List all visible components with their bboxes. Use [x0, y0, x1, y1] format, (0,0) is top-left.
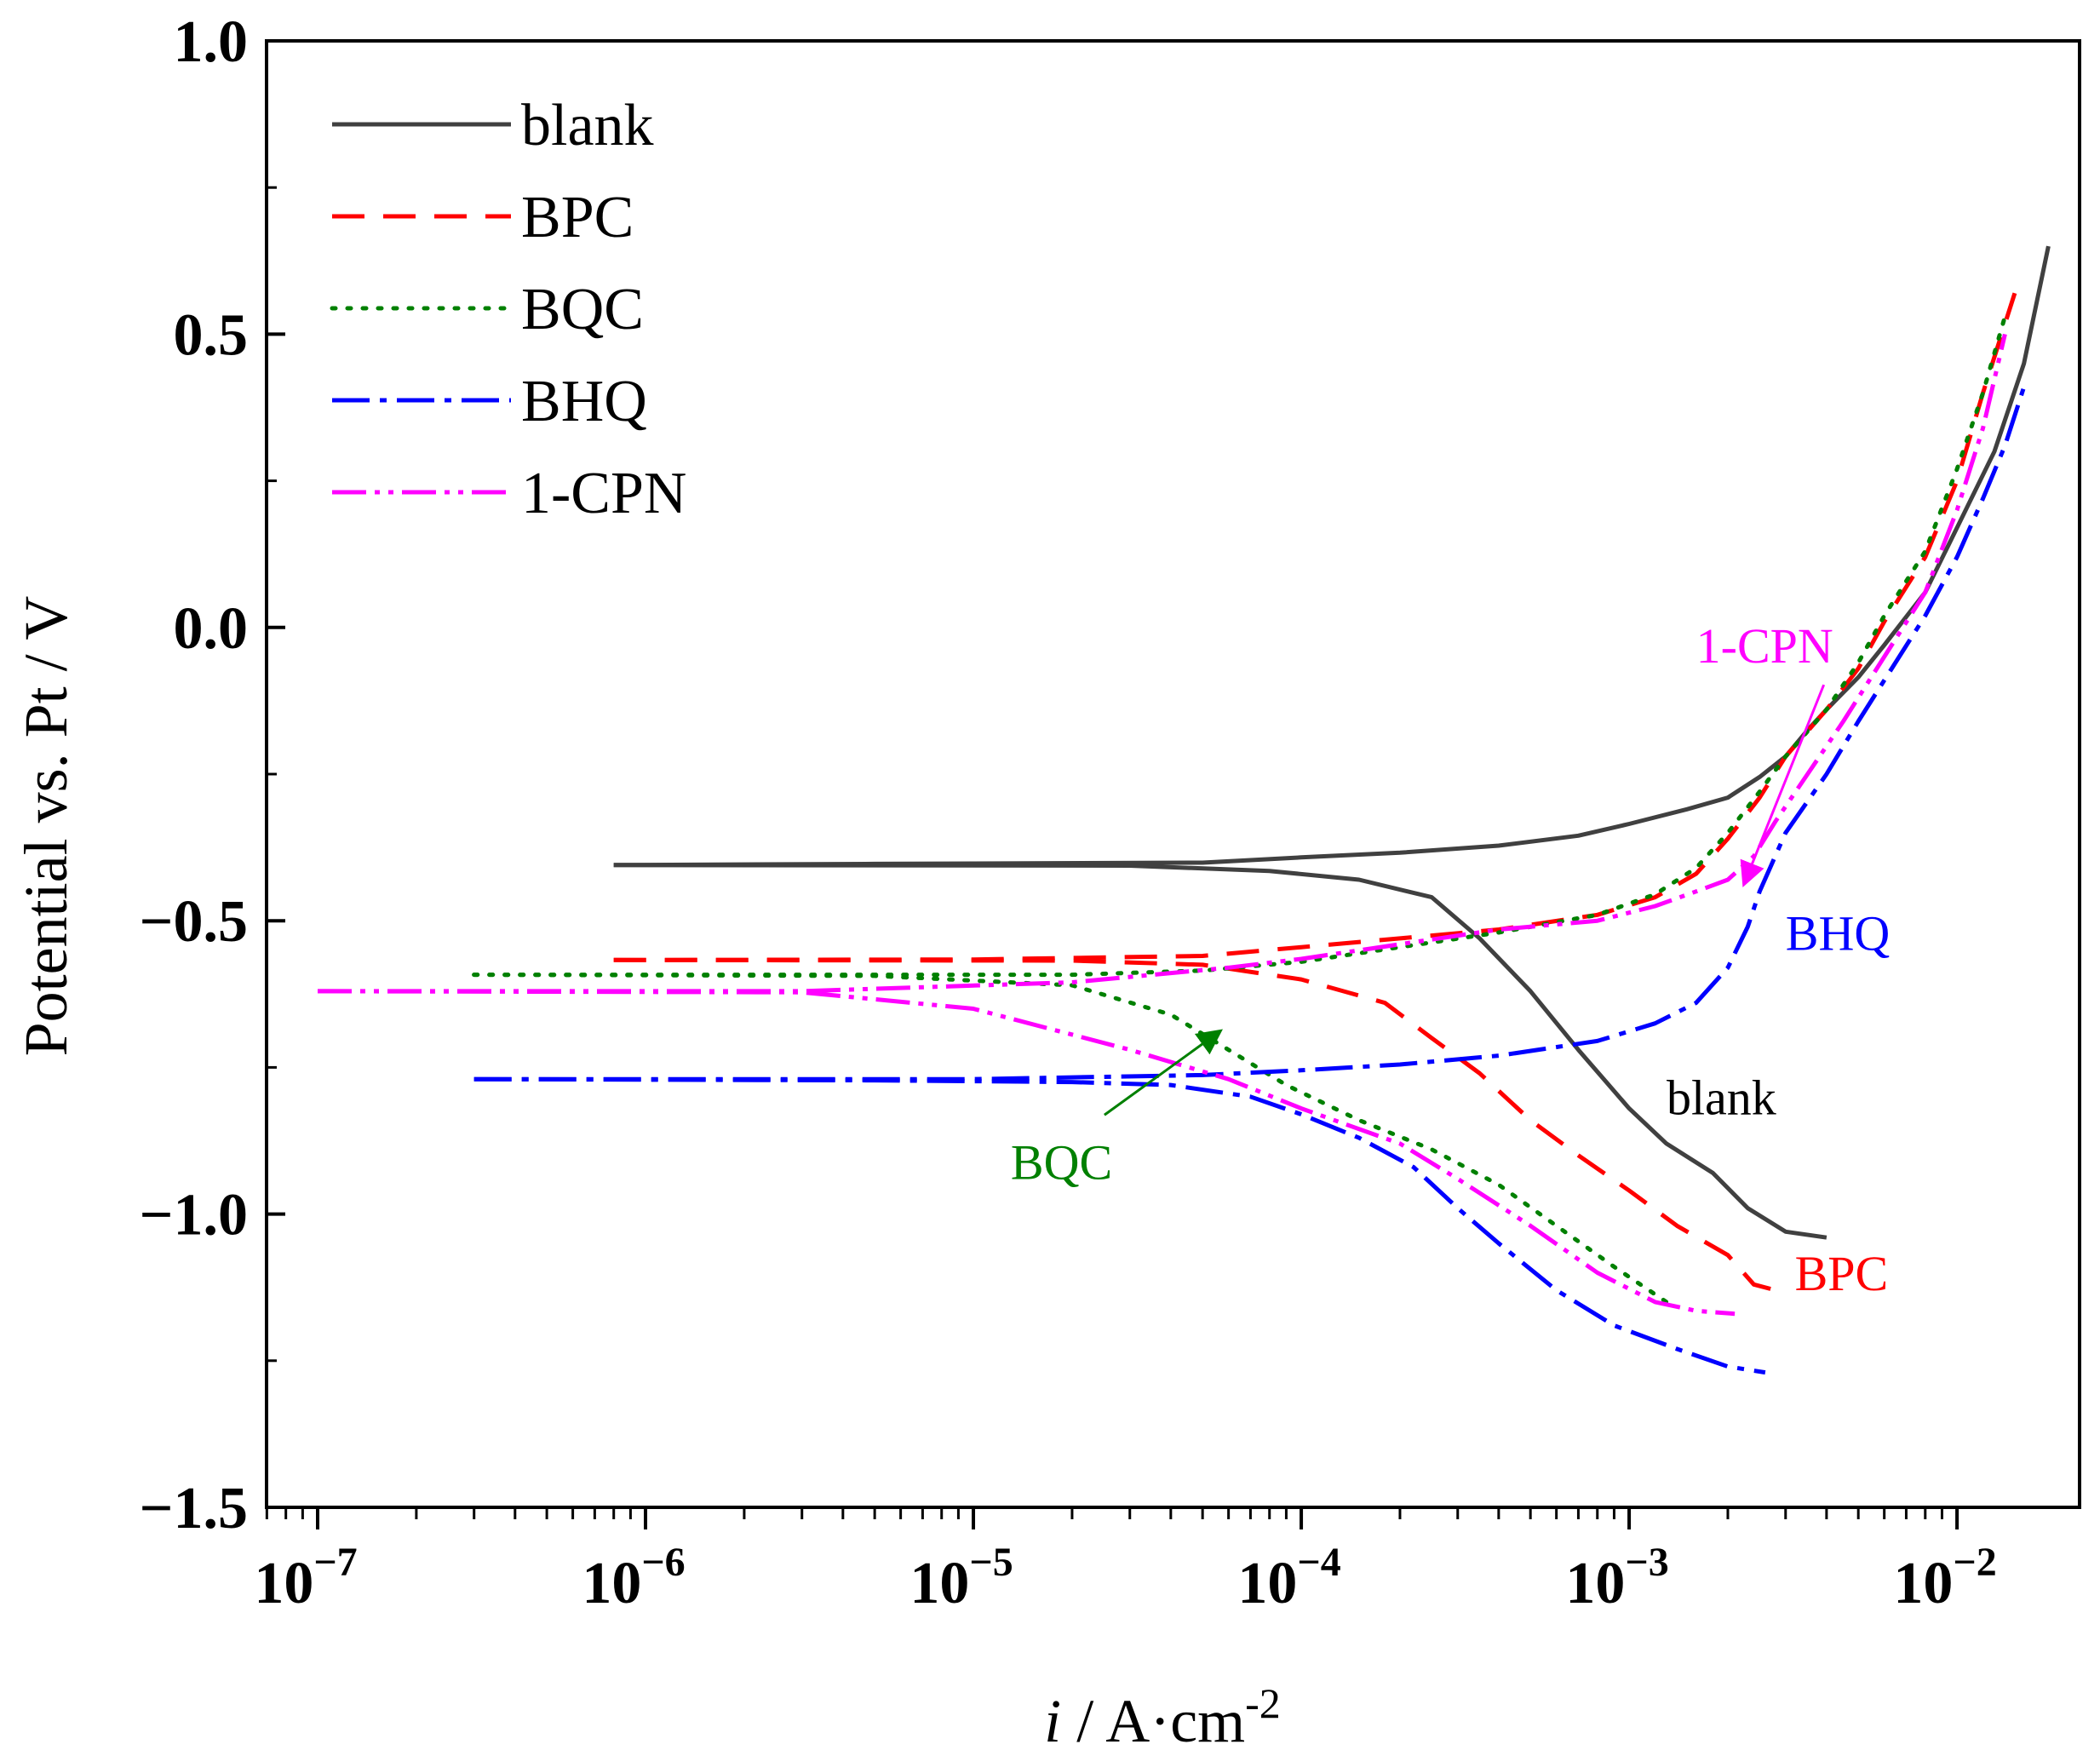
- annotation-arrow: [1104, 1029, 1223, 1116]
- annotation-arrow: [1740, 684, 1826, 887]
- legend-label: 1-CPN: [521, 461, 686, 526]
- annotation-label: blank: [1667, 1070, 1776, 1126]
- legend-item-blank: blank: [332, 93, 654, 158]
- annotation-bqc: BQC: [1011, 1029, 1223, 1190]
- legend-label: BQC: [521, 277, 644, 342]
- series-line-bpc-anodic: [613, 292, 2017, 962]
- x-tick-label: 10−2: [1893, 1540, 1996, 1616]
- series-1-cpn: [317, 333, 2007, 1317]
- x-axis-title-superscript: -2: [1245, 1679, 1281, 1727]
- x-tick-exponent: −7: [313, 1540, 357, 1585]
- x-tick-base: 10: [582, 1551, 641, 1616]
- series-line-blank-cathodic: [613, 863, 1827, 1240]
- x-tick-base: 10: [1893, 1551, 1953, 1616]
- x-tick-label: 10−3: [1565, 1540, 1668, 1616]
- axis-ticks: 1.00.50.0−0.5−1.0−1.510−7 10−6 10−5 10−4 10−…: [140, 9, 1997, 1616]
- y-tick-label: 1.0: [174, 9, 249, 75]
- legend-label: blank: [521, 93, 654, 158]
- legend-item-bpc: BPC: [332, 185, 634, 250]
- annotation-label: BQC: [1011, 1134, 1112, 1190]
- series-line-1-cpn-cathodic: [317, 989, 1736, 1317]
- series-line-1-cpn-anodic: [318, 333, 2007, 994]
- legend-item-bqc: BQC: [330, 277, 644, 342]
- legend-label: BPC: [521, 185, 634, 250]
- x-tick-base: 10: [254, 1551, 313, 1616]
- legend: blank BPC BQC BHQ 1-CPN: [330, 93, 686, 526]
- x-tick-exponent: −2: [1953, 1540, 1996, 1585]
- annotation-1-cpn: 1-CPN: [1696, 618, 1833, 887]
- annotations: 1-CPN BHQ blank BQC BPC: [1011, 618, 1890, 1301]
- y-tick-label: −1.5: [140, 1476, 248, 1541]
- y-tick-label: 0.0: [174, 596, 249, 662]
- legend-item-1-cpn: 1-CPN: [332, 461, 686, 526]
- x-axis-title-italic: i: [1044, 1687, 1061, 1755]
- series-blank: [613, 245, 2051, 1240]
- x-tick-exponent: −6: [641, 1540, 685, 1585]
- series-line-bhq-anodic: [473, 386, 2027, 1082]
- y-tick-label: −1.0: [140, 1183, 248, 1248]
- y-tick-label: 0.5: [174, 302, 249, 368]
- x-tick-label: 10−7: [254, 1540, 357, 1616]
- series-line-blank-anodic: [613, 245, 2051, 868]
- annotation-blank: blank: [1667, 1070, 1776, 1126]
- x-tick-label: 10−4: [1237, 1540, 1340, 1616]
- y-axis-title: Potential vs. Pt / V: [12, 596, 80, 1057]
- series-line-bpc-cathodic: [613, 957, 1776, 1293]
- y-tick-label: −0.5: [140, 889, 248, 955]
- x-tick-exponent: −4: [1297, 1540, 1340, 1585]
- x-tick-base: 10: [909, 1551, 969, 1616]
- x-tick-exponent: −3: [1625, 1540, 1668, 1585]
- series-line-bqc-anodic: [472, 314, 2007, 978]
- x-tick-exponent: −5: [969, 1540, 1013, 1585]
- x-tick-base: 10: [1237, 1551, 1297, 1616]
- series-line-bhq-cathodic: [473, 1076, 1766, 1375]
- series-bhq: [473, 386, 2027, 1375]
- x-axis-title: i / A·cm-2: [1044, 1679, 1281, 1755]
- annotation-label: BHQ: [1786, 906, 1890, 961]
- x-tick-label: 10−6: [582, 1540, 685, 1616]
- series-layer: [317, 245, 2051, 1375]
- annotation-bhq: BHQ: [1786, 906, 1890, 961]
- legend-item-bhq: BHQ: [332, 369, 647, 434]
- annotation-bpc: BPC: [1795, 1246, 1889, 1301]
- annotation-label: 1-CPN: [1696, 618, 1833, 674]
- x-axis-title-rest: / A·cm: [1061, 1687, 1245, 1755]
- series-bpc: [613, 292, 2017, 1293]
- annotation-label: BPC: [1795, 1246, 1889, 1301]
- x-tick-base: 10: [1565, 1551, 1625, 1616]
- legend-label: BHQ: [521, 369, 647, 434]
- x-tick-label: 10−5: [909, 1540, 1013, 1616]
